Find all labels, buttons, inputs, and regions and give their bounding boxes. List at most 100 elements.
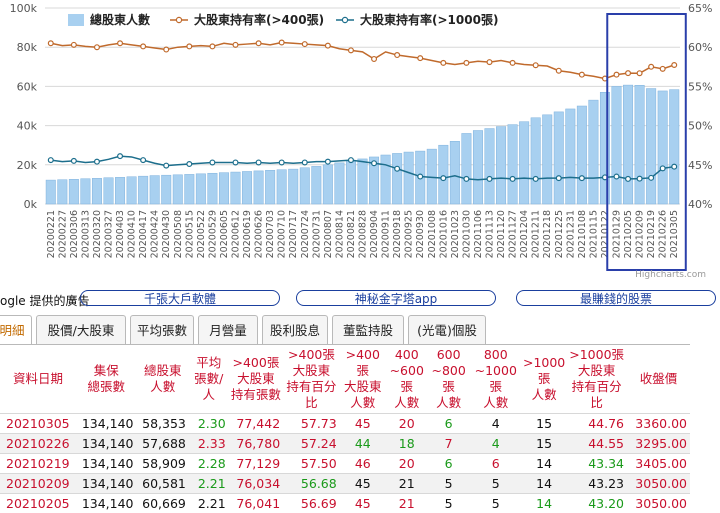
data-point — [579, 176, 584, 181]
table-cell: 3050.00 — [627, 494, 690, 513]
bar — [381, 155, 390, 204]
table-cell: 77,442 — [229, 414, 283, 434]
y-right-tick-label: 65% — [688, 2, 712, 15]
x-tick-label: 20200925 — [404, 210, 415, 258]
tab-avg-shares[interactable]: 平均張數 — [130, 315, 194, 344]
bar — [92, 178, 101, 204]
data-point — [510, 60, 515, 65]
x-tick-label: 20210219 — [646, 210, 657, 258]
column-header-line: 大股東 — [229, 371, 283, 387]
tab-director-holdings[interactable]: 董監持股 — [332, 315, 404, 344]
tab-bar: 明細 股價/大股東 平均張數 月營量 股利股息 董監持股 (光電)個股 — [0, 315, 720, 345]
x-tick-label: 20200731 — [311, 210, 322, 258]
tab-sector-stocks[interactable]: (光電)個股 — [408, 315, 486, 344]
bar — [404, 152, 413, 204]
x-tick-label: 20200828 — [358, 210, 369, 258]
table-cell: 3405.00 — [627, 454, 690, 474]
column-header-line: 收盤價 — [627, 371, 690, 387]
column-header-line: ~800張 — [428, 363, 470, 395]
column-header-line: 大股東 — [283, 363, 340, 379]
table-cell: 5 — [428, 474, 470, 494]
data-point — [395, 53, 400, 58]
tab-details[interactable]: 明細 — [0, 315, 32, 344]
data-point — [118, 41, 123, 46]
ad-link-1[interactable]: 千張大戶軟體 — [80, 290, 280, 306]
row-date: 20210226 — [0, 434, 76, 454]
table-cell: 134,140 — [76, 454, 136, 474]
table-cell: 6 — [428, 454, 470, 474]
y-left-tick-label: 20k — [17, 159, 38, 172]
y-left-tick-label: 80k — [17, 41, 38, 54]
table-cell: 4 — [470, 414, 522, 434]
ad-link-2[interactable]: 神秘金字塔app — [296, 290, 496, 306]
x-tick-label: 20200930 — [415, 210, 426, 258]
table-cell: 134,140 — [76, 414, 136, 434]
table-cell: 134,140 — [76, 434, 136, 454]
data-point — [487, 60, 492, 65]
row-date: 20210305 — [0, 414, 76, 434]
legend-symbol — [342, 17, 347, 22]
x-tick-label: 20201120 — [496, 210, 507, 258]
x-tick-label: 20200430 — [161, 210, 172, 258]
tab-dividends[interactable]: 股利股息 — [262, 315, 328, 344]
table-cell: 7 — [428, 434, 470, 454]
bar — [185, 174, 194, 204]
ad-link-3[interactable]: 最賺錢的股票 — [516, 290, 716, 306]
column-header-line: ~600張 — [386, 363, 428, 395]
x-tick-label: 20210115 — [588, 210, 599, 258]
table-cell: 76,780 — [229, 434, 283, 454]
data-point — [256, 41, 261, 46]
data-point — [556, 176, 561, 181]
x-tick-label: 20200605 — [219, 210, 230, 258]
x-tick-label: 20200424 — [150, 210, 161, 258]
column-header-line: 大股東 — [566, 363, 627, 379]
bar — [46, 180, 55, 204]
data-point — [349, 48, 354, 53]
x-tick-label: 20200515 — [184, 210, 195, 258]
table-cell: 2.28 — [189, 454, 229, 474]
x-tick-label: 20200508 — [173, 210, 184, 258]
table-cell: 5 — [428, 494, 470, 513]
data-point — [187, 44, 192, 49]
tab-monthly-volume[interactable]: 月營量 — [198, 315, 258, 344]
x-tick-label: 20200313 — [80, 210, 91, 258]
legend-label: 總股東人數 — [90, 12, 150, 27]
bar — [508, 125, 517, 204]
bar — [531, 118, 540, 204]
data-point — [95, 159, 100, 164]
bar — [658, 91, 667, 204]
x-tick-label: 20200221 — [46, 210, 57, 258]
bar — [161, 175, 170, 204]
bar — [173, 175, 182, 204]
column-header-line: 總張數 — [76, 379, 136, 395]
legend-symbol — [176, 17, 181, 22]
data-point — [48, 41, 53, 46]
table-cell: 58,353 — [137, 414, 189, 434]
chart-credit[interactable]: Highcharts.com — [635, 270, 706, 280]
table-cell: 5 — [470, 494, 522, 513]
legend-symbol — [68, 14, 84, 26]
bar — [600, 92, 609, 204]
column-header-line: 人數 — [137, 379, 189, 395]
table-cell: 134,140 — [76, 474, 136, 494]
column-header: >400張大股東持有張數 — [229, 345, 283, 414]
data-point — [649, 64, 654, 69]
column-header: 平均張數/人 — [189, 345, 229, 414]
data-point — [349, 158, 354, 163]
data-point — [464, 177, 469, 182]
column-header-line: 大股東 — [340, 379, 386, 395]
table-cell: 76,041 — [229, 494, 283, 513]
table-header-row: 資料日期集保總張數總股東人數平均張數/人>400張大股東持有張數>400張大股東… — [0, 345, 690, 414]
column-header: >1000張人數 — [522, 345, 566, 414]
bar — [58, 180, 67, 204]
data-point — [637, 176, 642, 181]
data-point — [614, 72, 619, 77]
table-cell: 43.23 — [566, 474, 627, 494]
x-tick-label: 20201211 — [531, 210, 542, 258]
x-tick-label: 20200710 — [277, 210, 288, 258]
data-point — [210, 44, 215, 49]
tab-price-holders[interactable]: 股價/大股東 — [36, 315, 126, 344]
